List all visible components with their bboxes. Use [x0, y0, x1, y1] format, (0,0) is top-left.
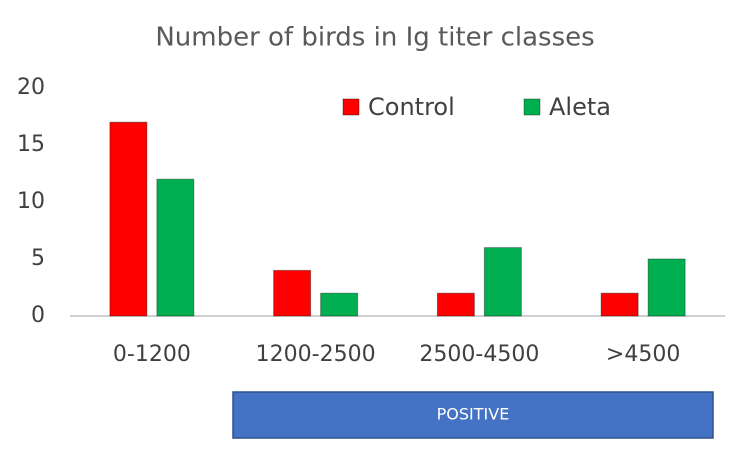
bar — [320, 292, 359, 317]
legend-label: Control — [368, 93, 455, 121]
annotation: POSITIVE — [437, 405, 510, 424]
chart-title: Number of birds in Ig titer classes — [155, 23, 594, 53]
y-tick-label: 10 — [17, 189, 45, 214]
annotation-box — [232, 391, 714, 439]
bar — [156, 178, 195, 317]
y-tick-label: 0 — [31, 303, 45, 328]
y-tick-label: 5 — [31, 246, 45, 271]
bar — [600, 292, 639, 317]
bar — [647, 258, 686, 317]
x-tick-label: >4500 — [606, 342, 680, 367]
legend-swatch — [523, 98, 541, 116]
y-tick-label: 15 — [17, 132, 45, 157]
x-tick-label: 1200-2500 — [256, 342, 376, 367]
x-tick-label: 0-1200 — [113, 342, 191, 367]
legend-label: Aleta — [549, 93, 611, 121]
bar — [436, 292, 475, 317]
legend-swatch — [342, 98, 360, 116]
bar — [273, 269, 312, 317]
y-tick-label: 20 — [17, 75, 45, 100]
bar — [483, 247, 522, 317]
bar — [109, 121, 148, 317]
x-tick-label: 2500-4500 — [419, 342, 539, 367]
